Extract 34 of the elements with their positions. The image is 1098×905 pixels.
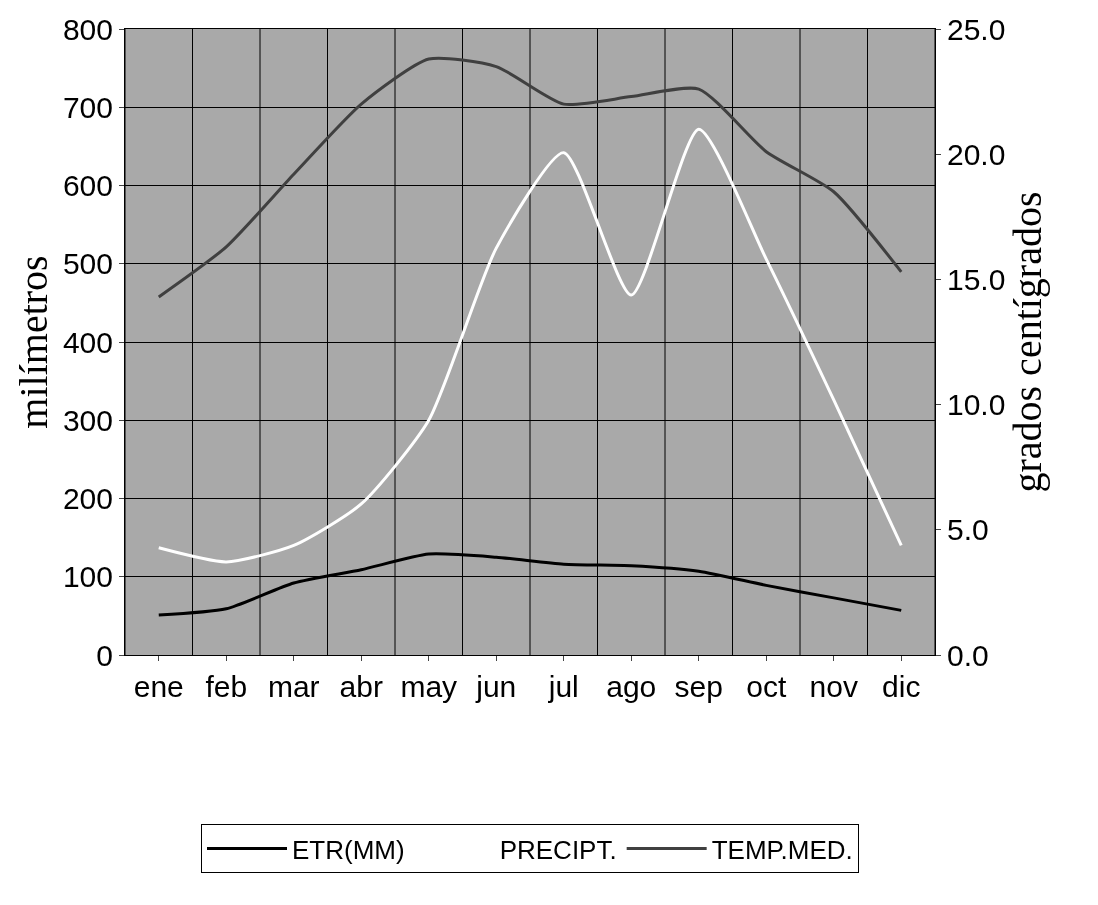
y-tick-label: 200 bbox=[62, 482, 113, 515]
y-tick-label: 400 bbox=[62, 325, 113, 359]
x-tick-label: mar bbox=[267, 670, 320, 703]
y2-tick-label: 15.0 bbox=[947, 262, 1006, 296]
x-tick-label: oct bbox=[746, 670, 787, 703]
y-tick-label: 0 bbox=[96, 638, 113, 672]
y-tick-label: 700 bbox=[62, 90, 113, 124]
x-tick-label: may bbox=[400, 670, 458, 703]
x-tick-label: ene bbox=[133, 670, 184, 703]
x-tick-label: abr bbox=[339, 670, 383, 703]
y-tick-label: 800 bbox=[62, 12, 113, 46]
x-tick-label: sep bbox=[674, 670, 723, 703]
line-series bbox=[157, 127, 903, 564]
x-tick-label: nov bbox=[809, 670, 858, 703]
x-tick-label: feb bbox=[205, 670, 248, 703]
legend-label: TEMP.MED. bbox=[711, 834, 853, 865]
y-tick-label: 100 bbox=[62, 560, 113, 594]
x-tick-label: ago bbox=[606, 670, 657, 703]
legend-label: ETR(MM) bbox=[292, 834, 405, 865]
y-tick-label: 500 bbox=[62, 247, 113, 281]
y2-tick-label: 5.0 bbox=[947, 513, 989, 547]
x-tick-label: dic bbox=[882, 670, 921, 703]
y2-tick-label: 0.0 bbox=[947, 638, 989, 672]
y2-tick-label: 20.0 bbox=[947, 137, 1006, 171]
y2-axis-title: grados centígrados bbox=[1005, 191, 1051, 493]
y2-tick-label: 10.0 bbox=[947, 388, 1006, 422]
text: PRECIPT. bbox=[499, 834, 617, 865]
x-tick-label: jul bbox=[547, 670, 579, 703]
y-tick-label: 600 bbox=[62, 169, 113, 202]
line-series bbox=[157, 56, 903, 299]
y-tick-label: 300 bbox=[62, 403, 113, 437]
x-tick-label: jun bbox=[475, 670, 517, 703]
y-axis-title: milímetros bbox=[11, 255, 57, 429]
y2-tick-label: 25.0 bbox=[947, 12, 1006, 46]
